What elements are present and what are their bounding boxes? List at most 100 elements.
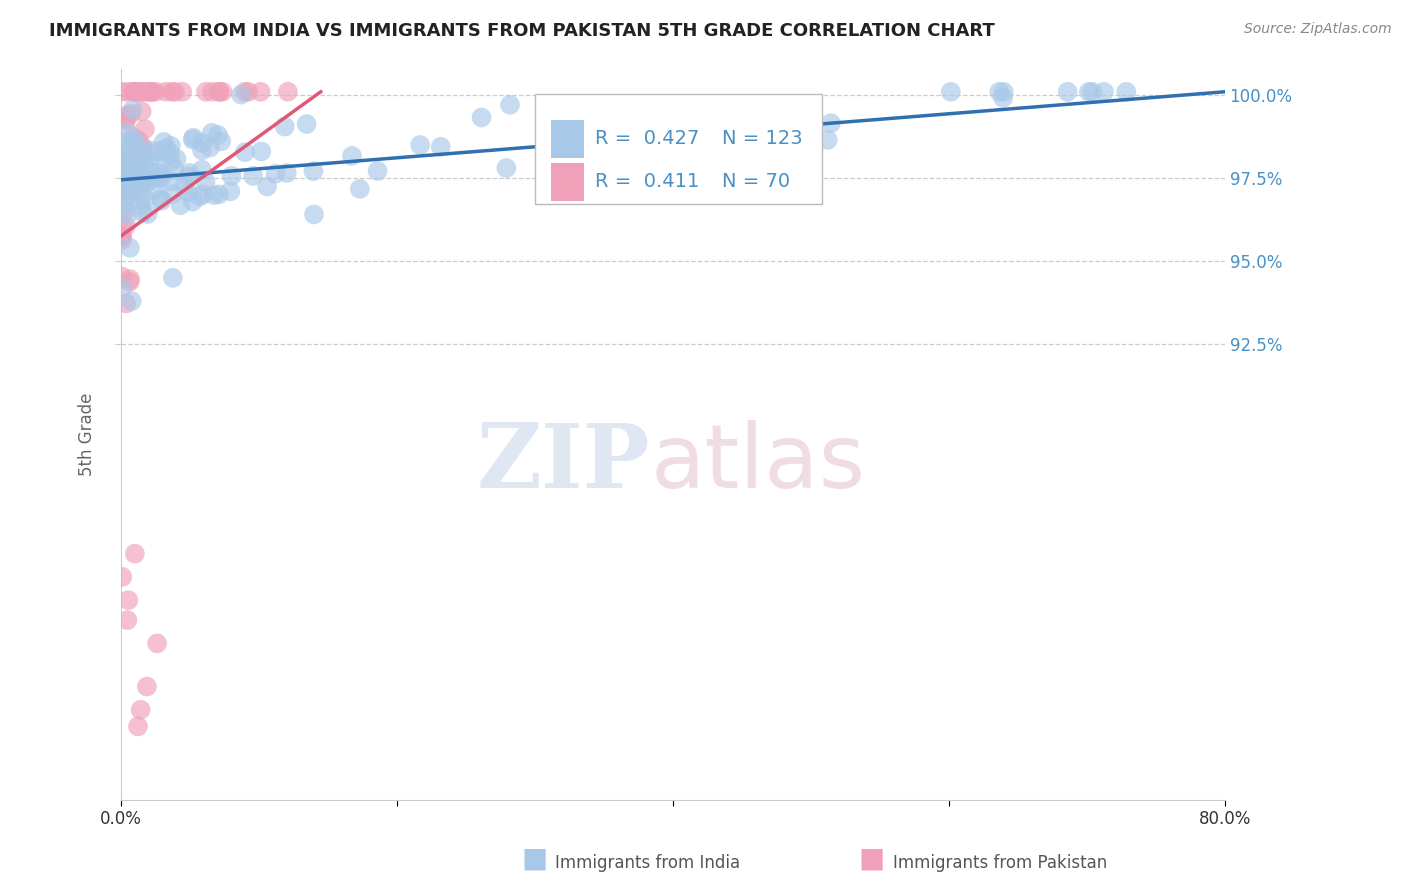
Point <box>160 187 183 202</box>
Point <box>112 181 135 195</box>
Point <box>114 203 136 218</box>
Point <box>194 175 217 189</box>
Point <box>129 139 152 153</box>
Point <box>121 174 143 188</box>
Point <box>127 85 149 99</box>
Point <box>122 133 145 147</box>
Point <box>148 145 170 159</box>
Point <box>249 85 271 99</box>
Point <box>988 85 1011 99</box>
Point <box>150 170 173 185</box>
Point <box>114 163 136 178</box>
Point <box>264 167 287 181</box>
Point <box>111 155 134 169</box>
Point <box>111 230 134 244</box>
Point <box>128 181 150 195</box>
Point <box>250 145 273 159</box>
Point <box>274 120 297 134</box>
Point <box>121 294 143 309</box>
Point <box>127 137 149 152</box>
Point <box>111 152 134 166</box>
Point <box>117 145 139 160</box>
Point <box>131 104 153 119</box>
Point <box>191 136 214 150</box>
Point <box>991 91 1014 105</box>
Point <box>122 172 145 186</box>
Point <box>233 145 256 160</box>
Point <box>141 166 163 180</box>
Point <box>115 108 138 122</box>
Point <box>118 161 141 175</box>
Point <box>125 85 148 99</box>
Point <box>367 164 389 178</box>
Point <box>201 85 224 99</box>
Point <box>114 219 136 234</box>
Point <box>1056 85 1078 99</box>
Text: ■: ■ <box>859 845 884 872</box>
Point <box>124 547 146 561</box>
Point <box>115 150 138 164</box>
Point <box>181 194 204 209</box>
Point <box>721 109 744 123</box>
Point <box>111 281 134 295</box>
Point <box>112 202 135 216</box>
Point <box>429 140 451 154</box>
Point <box>592 111 614 125</box>
Text: N = 123: N = 123 <box>723 129 803 148</box>
Point <box>169 198 191 212</box>
Point <box>208 187 231 202</box>
Point <box>142 144 165 158</box>
Point <box>115 114 138 128</box>
Point <box>118 164 141 178</box>
Point <box>132 140 155 154</box>
Point <box>191 162 214 177</box>
Point <box>152 135 174 149</box>
Point <box>111 570 134 584</box>
Text: Immigrants from Pakistan: Immigrants from Pakistan <box>893 855 1107 872</box>
Point <box>120 150 142 164</box>
Point <box>201 126 224 140</box>
Point <box>131 85 153 99</box>
Point <box>160 85 183 99</box>
Point <box>117 593 139 607</box>
Point <box>134 192 156 206</box>
Point <box>135 176 157 190</box>
Point <box>238 85 260 99</box>
Text: R =  0.411: R = 0.411 <box>595 172 700 191</box>
Point <box>276 166 298 180</box>
Point <box>118 184 141 198</box>
Point <box>136 207 159 221</box>
Point <box>115 169 138 183</box>
Point <box>470 111 492 125</box>
Point <box>163 162 186 177</box>
Point <box>129 145 152 160</box>
Point <box>163 85 186 99</box>
Point <box>198 140 221 154</box>
Point <box>159 146 181 161</box>
Point <box>131 146 153 161</box>
Point <box>139 85 162 99</box>
Point <box>155 141 177 155</box>
Point <box>277 85 299 99</box>
Point <box>111 170 134 185</box>
Point <box>121 170 143 185</box>
Point <box>129 155 152 169</box>
Point <box>111 219 134 233</box>
Point <box>1115 85 1137 99</box>
Point <box>340 149 363 163</box>
Point <box>132 205 155 219</box>
Point <box>160 139 183 153</box>
Bar <box>551 162 585 201</box>
Point <box>128 153 150 167</box>
Point <box>131 85 153 99</box>
Point <box>111 233 134 247</box>
Point <box>495 161 517 175</box>
Point <box>202 188 225 202</box>
Point <box>114 166 136 180</box>
Point <box>221 169 243 183</box>
Point <box>172 85 194 99</box>
Point <box>145 165 167 179</box>
Point <box>993 85 1015 99</box>
Point <box>117 125 139 139</box>
Point <box>135 85 157 99</box>
